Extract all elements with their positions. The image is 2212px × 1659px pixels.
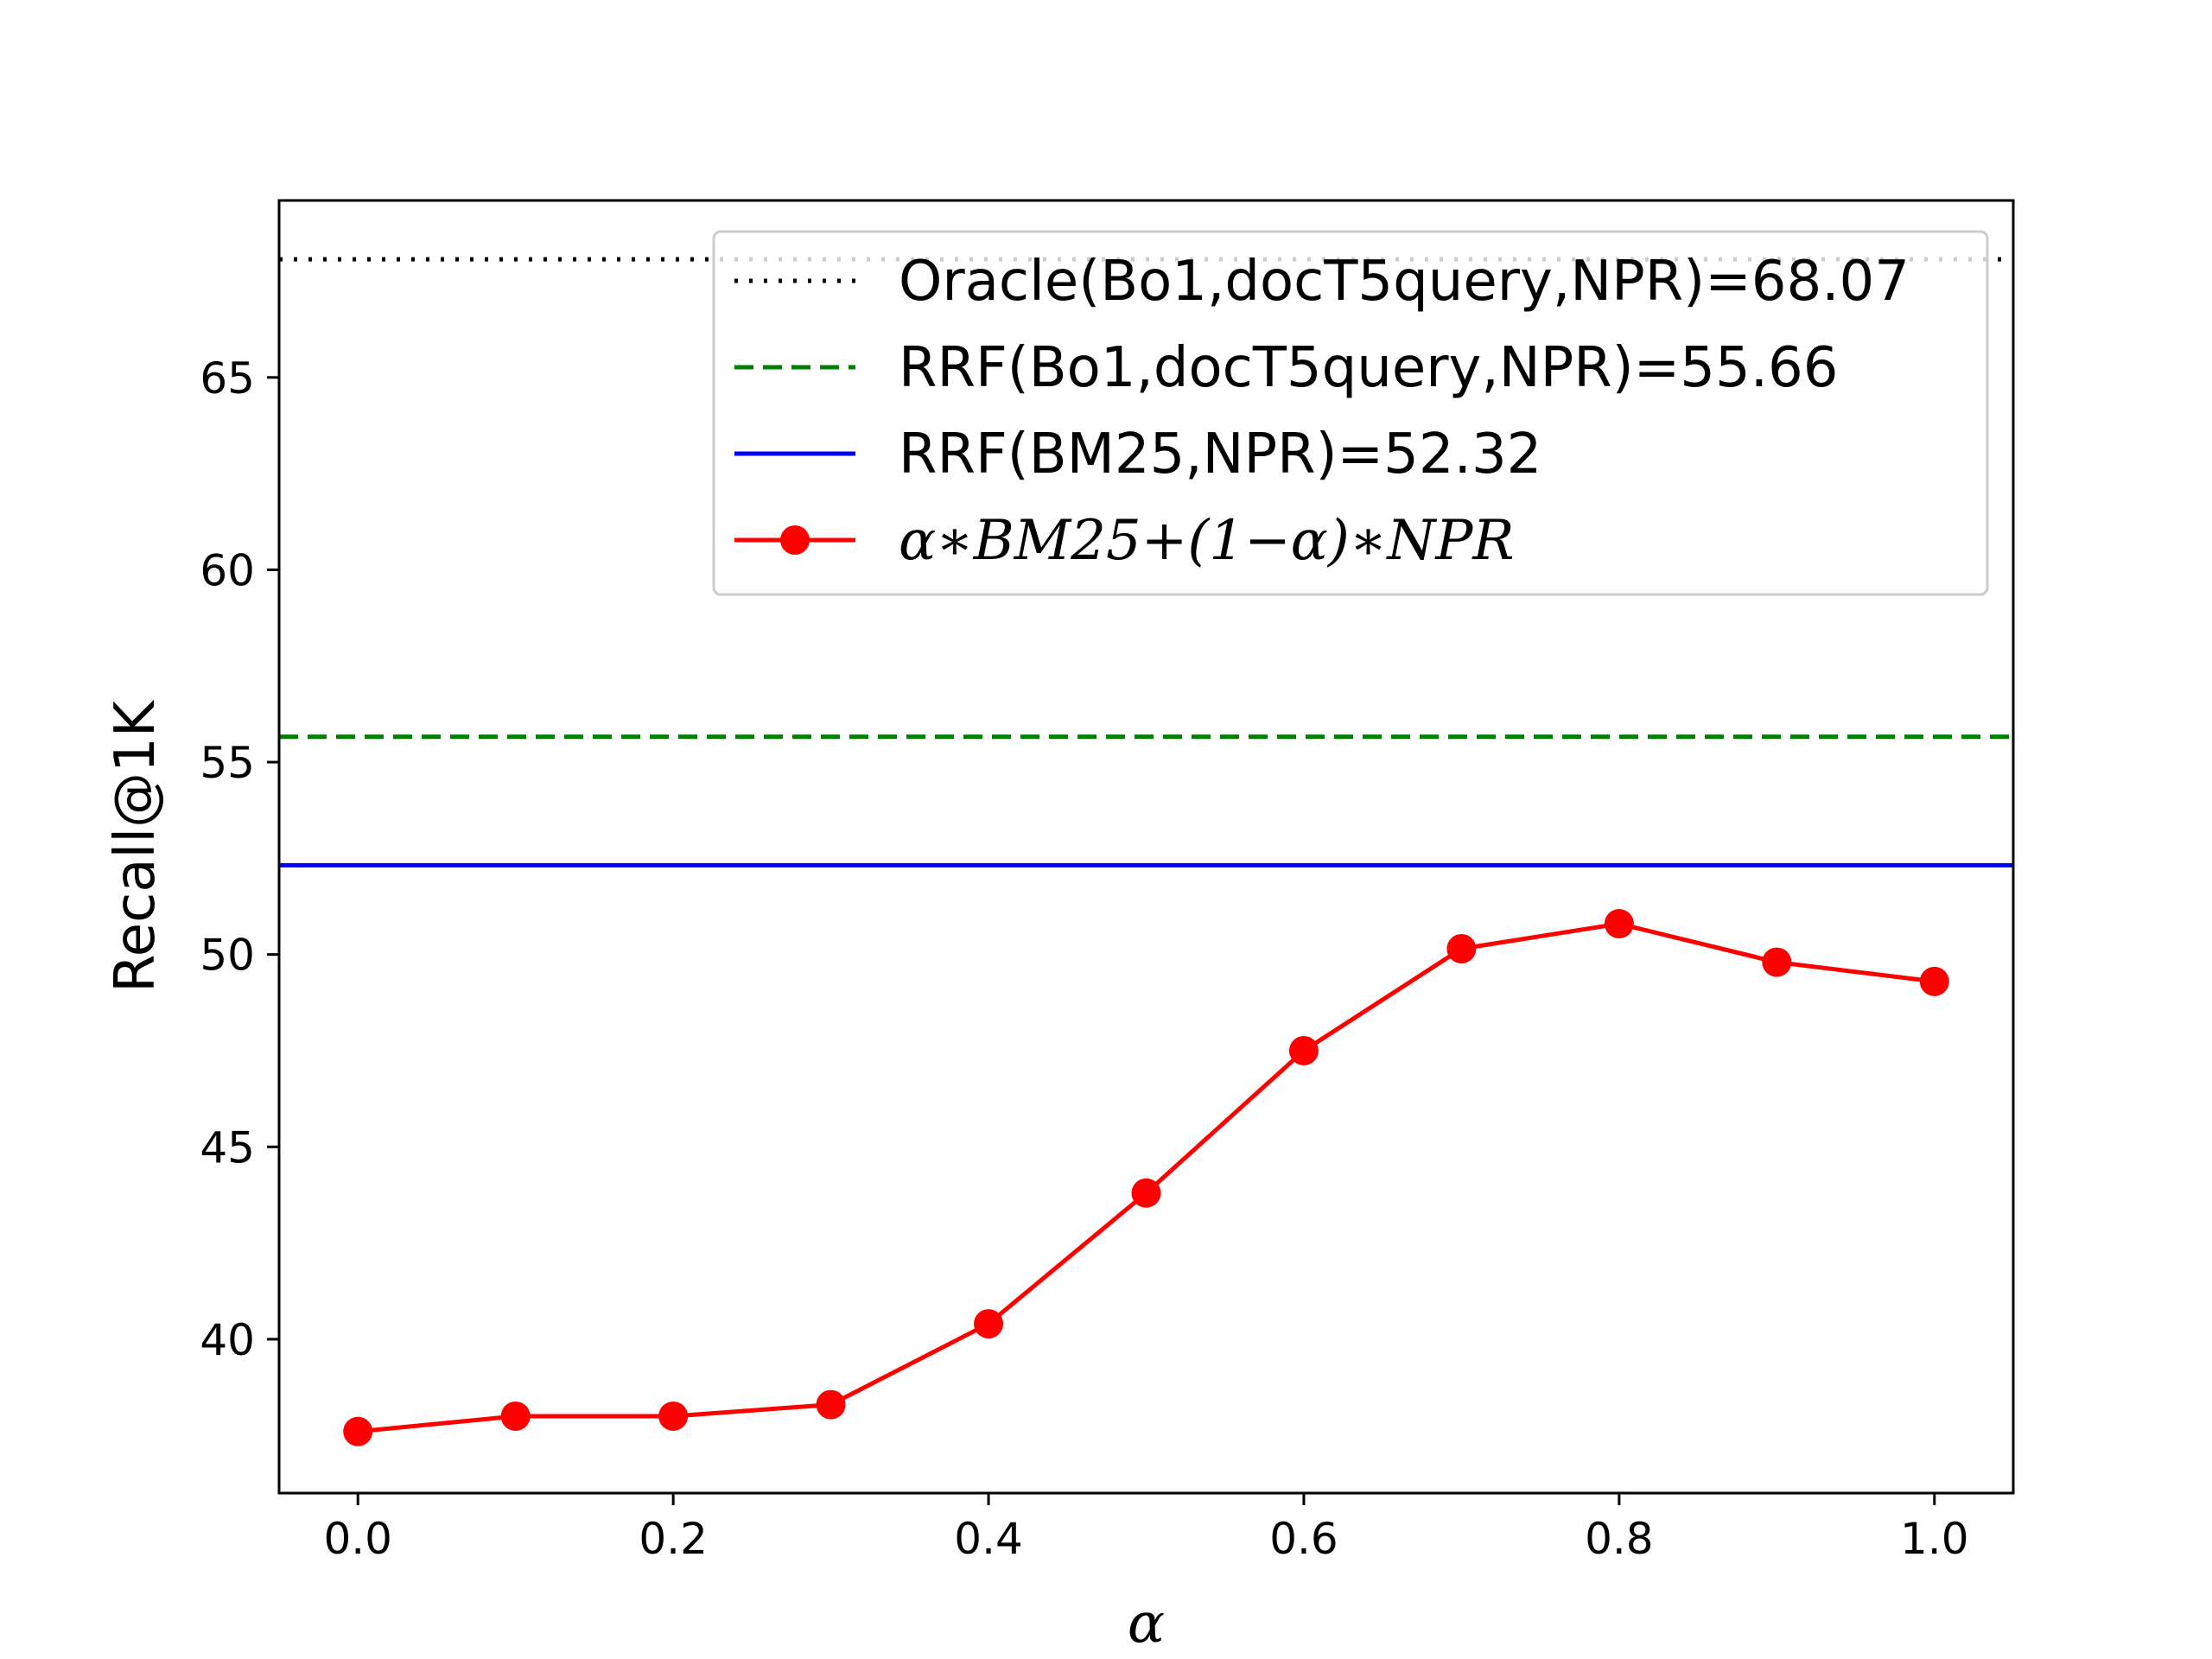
y-axis-ticks: 40 45 50 55 60 65 (200, 353, 279, 1365)
data-point (816, 1389, 846, 1420)
x-tick-label: 1.0 (1900, 1514, 1969, 1564)
data-point (343, 1416, 373, 1446)
legend-box (712, 230, 1989, 596)
x-axis-ticks: 0.0 0.2 0.4 0.6 0.8 1.0 (323, 1493, 1969, 1564)
x-tick-label: 0.4 (954, 1514, 1023, 1564)
y-tick-label: 65 (200, 353, 255, 404)
y-tick-label: 55 (200, 738, 255, 788)
y-tick-label: 40 (200, 1315, 255, 1365)
x-tick-label: 0.6 (1269, 1514, 1338, 1564)
legend-entry-label: Oracle(Bo1,docT5query,NPR)=68.07 (899, 250, 1910, 314)
y-axis-label: Recall@1K (104, 699, 168, 993)
x-tick-label: 0.8 (1585, 1514, 1654, 1564)
legend-marker (780, 525, 810, 555)
x-tick-label: 0.0 (323, 1514, 392, 1564)
data-point (974, 1309, 1004, 1339)
plot-frame (277, 199, 2015, 1495)
y-tick-label: 60 (200, 545, 255, 595)
data-point (1762, 947, 1792, 977)
y-tick-label: 50 (200, 931, 255, 981)
legend-entry-label: α∗BM25+(1−α)∗NPR (899, 509, 1515, 573)
legend: Oracle(Bo1,docT5query,NPR)=68.07 RRF(Bo1,… (712, 230, 1989, 596)
data-point (1288, 1035, 1319, 1065)
data-point (500, 1401, 531, 1431)
series-line-0 (357, 921, 1936, 1434)
x-axis-label: α (1128, 1592, 1165, 1656)
data-point (1919, 966, 1949, 996)
legend-entry-label: RRF(Bo1,docT5query,NPR)=55.66 (899, 336, 1838, 400)
x-tick-label: 0.2 (639, 1514, 708, 1564)
series-layer (343, 909, 1949, 1446)
data-point (1131, 1178, 1161, 1208)
data-point (1446, 933, 1477, 963)
y-tick-label: 45 (200, 1122, 255, 1173)
data-point (1604, 909, 1634, 939)
data-point (658, 1401, 689, 1431)
legend-entry-label: RRF(BM25,NPR)=52.32 (899, 423, 1541, 486)
